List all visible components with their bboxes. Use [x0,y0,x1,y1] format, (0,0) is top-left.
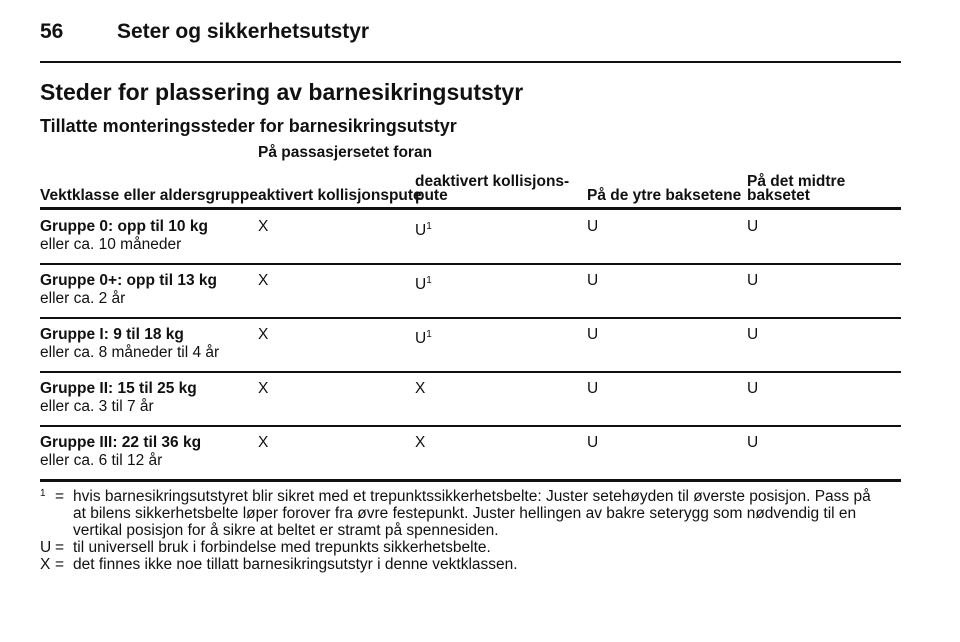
subtitle: Tillatte monteringssteder for barnesikri… [40,116,457,136]
cell: U [747,218,759,235]
cell: X [258,380,269,397]
footnote-ref: 1 [426,329,432,340]
row-rule [40,371,901,373]
footnote-text: vertikal posisjon for å sikre at beltet … [73,522,499,539]
cell: U [747,326,759,343]
footnote-mark: X [40,556,51,573]
column-header: baksetet [747,187,810,204]
footnote-text: hvis barnesikringsutstyret blir sikret m… [73,488,871,505]
row-rule [40,317,901,319]
cell: U [587,272,599,289]
column-header: På de ytre baksetene [587,187,742,204]
row-group: Gruppe 0: opp til 10 kg [40,218,208,235]
row-desc: eller ca. 8 måneder til 4 år [40,344,220,361]
table-rule [40,479,901,482]
column-header: Vektklasse eller aldersgruppe [40,187,258,204]
footnote-ref: 1 [426,221,432,232]
row-desc: eller ca. 2 år [40,290,126,307]
cell: U [587,380,599,397]
cell: U [587,434,599,451]
row-group: Gruppe II: 15 til 25 kg [40,380,197,397]
cell: U [747,380,759,397]
row-desc: eller ca. 10 måneder [40,236,182,253]
cell: U [587,218,599,235]
footnote-sep: = [55,539,65,556]
group-header: På passasjersetet foran [258,144,433,161]
cell: X [258,326,269,343]
footnote-mark: 1 [40,488,46,499]
cell: X [258,272,269,289]
table-rule [40,207,901,210]
row-desc: eller ca. 6 til 12 år [40,452,163,469]
row-rule [40,263,901,265]
column-header: deaktivert kollisjons- [415,173,570,190]
row-group: Gruppe III: 22 til 36 kg [40,434,202,451]
row-group: Gruppe I: 9 til 18 kg [40,326,184,343]
title: Steder for plassering av barnesikringsut… [40,79,524,105]
footnote-sep: = [55,556,65,573]
footnote-mark: U [40,539,52,556]
column-header: På det midtre [747,173,846,190]
cell: U1 [415,329,432,348]
cell: X [258,218,269,235]
row-desc: eller ca. 3 til 7 år [40,398,154,415]
footnote-text: til universell bruk i forbindelse med tr… [73,539,491,556]
cell: U [747,434,759,451]
section-title: Seter og sikkerhetsutstyr [117,20,370,43]
footnote-text: at bilens sikkerhetsbelte løper forover … [73,505,857,522]
footnote-text: det finnes ikke noe tillatt barnesikring… [73,556,518,573]
row-group: Gruppe 0+: opp til 13 kg [40,272,217,289]
column-header: pute [415,187,448,204]
page-number: 56 [40,20,64,43]
cell: U1 [415,221,432,240]
cell: U [747,272,759,289]
cell: X [258,434,269,451]
cell: X [415,434,426,451]
header-rule [40,61,901,63]
cell: X [415,380,426,397]
cell: U1 [415,275,432,294]
footnote-ref: 1 [426,275,432,286]
row-rule [40,425,901,427]
footnote-sep: = [55,488,65,505]
column-header: aktivert kollisjonspute [258,187,422,204]
cell: U [587,326,599,343]
